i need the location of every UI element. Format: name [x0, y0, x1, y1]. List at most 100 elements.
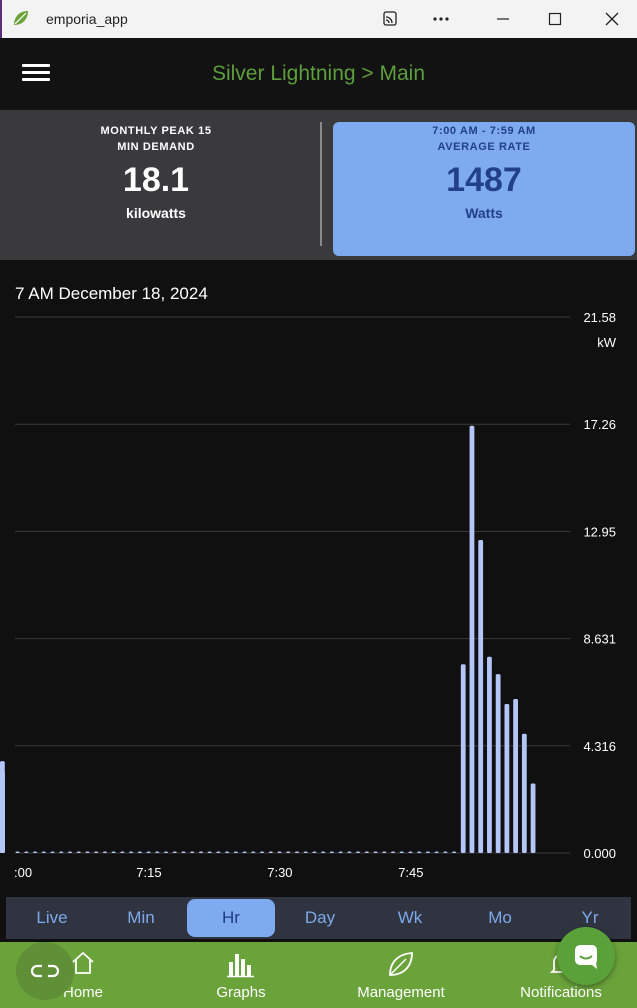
tab-min[interactable]: Min: [127, 908, 155, 927]
tab-mo[interactable]: Mo: [488, 908, 512, 927]
y-tick-label: 8.631: [583, 632, 616, 647]
tab-day[interactable]: Day: [304, 908, 336, 927]
nav-home[interactable]: Home: [40, 942, 126, 1008]
chart-bar[interactable]: [399, 851, 404, 854]
chart-bar[interactable]: [417, 851, 422, 854]
chart-bar[interactable]: [146, 851, 151, 854]
chart-bar[interactable]: [469, 425, 475, 853]
floating-link-button[interactable]: [16, 942, 74, 1000]
chart-bar[interactable]: [260, 851, 265, 854]
chart-bar[interactable]: [513, 699, 519, 853]
close-icon[interactable]: [598, 6, 626, 32]
chart-bar[interactable]: [85, 851, 90, 854]
chart-bar[interactable]: [425, 851, 430, 854]
chart-bar[interactable]: [216, 851, 221, 854]
chart-bar[interactable]: [443, 851, 448, 854]
app-bar: Silver Lightning > Main: [0, 38, 637, 110]
chart-bar[interactable]: [94, 851, 99, 854]
chart-bar[interactable]: [102, 851, 107, 854]
chart-bar[interactable]: [373, 851, 378, 854]
chart-bar[interactable]: [312, 851, 317, 854]
tab-yr[interactable]: Yr: [581, 908, 599, 927]
average-rate-time-range: 7:00 AM - 7:59 AM: [432, 125, 536, 137]
average-rate-card[interactable]: 7:00 AM - 7:59 AM AVERAGE RATE 1487 Watt…: [333, 122, 635, 256]
more-options-icon[interactable]: [427, 6, 455, 32]
chart-bar[interactable]: [251, 851, 256, 854]
y-tick-label: 4.316: [583, 739, 616, 754]
maximize-icon[interactable]: [541, 6, 569, 32]
nav-home-label: Home: [62, 984, 103, 1001]
chart-bar[interactable]: [129, 851, 134, 854]
chart-bar[interactable]: [382, 851, 387, 854]
chart-bar[interactable]: [24, 851, 29, 854]
chart-bar[interactable]: [356, 851, 361, 854]
chart-bar[interactable]: [172, 851, 177, 854]
average-rate-label: AVERAGE RATE: [437, 141, 531, 153]
chart-bar[interactable]: [530, 783, 536, 853]
monthly-peak-label-line2: MIN DEMAND: [117, 141, 195, 153]
chart-bar[interactable]: [59, 851, 64, 854]
chart-bar[interactable]: [286, 851, 291, 854]
chart-bar[interactable]: [329, 851, 334, 854]
chart-bar[interactable]: [434, 851, 439, 854]
chart-bar[interactable]: [76, 851, 81, 854]
hamburger-menu-icon[interactable]: [22, 64, 50, 84]
chart-bar[interactable]: [521, 733, 527, 853]
chart-bar[interactable]: [164, 851, 169, 854]
usage-bar-chart[interactable]: 21.58 17.26 12.95 8.631 4.316 0.000 :00 7:15 7:…: [0, 300, 637, 890]
chart-bar[interactable]: [67, 851, 72, 854]
chart-bar[interactable]: [120, 851, 125, 854]
chart-bar[interactable]: [207, 851, 212, 854]
tab-live[interactable]: Live: [36, 908, 68, 927]
chart-bar[interactable]: [347, 851, 352, 854]
chart-bar[interactable]: [225, 851, 230, 854]
minimize-icon[interactable]: [489, 6, 517, 32]
nav-management[interactable]: Management: [346, 942, 456, 1008]
chart-bar[interactable]: [321, 851, 326, 854]
chat-icon: [575, 945, 597, 969]
chart-bar[interactable]: [111, 851, 116, 854]
chart-bar[interactable]: [452, 851, 457, 854]
tab-wk[interactable]: Wk: [397, 908, 423, 927]
chart-bar[interactable]: [41, 851, 46, 854]
chart-bar[interactable]: [181, 851, 186, 854]
chart-bar[interactable]: [338, 851, 343, 854]
chart-bar[interactable]: [364, 851, 369, 854]
chart-bar[interactable]: [190, 851, 195, 854]
tab-hr[interactable]: Hr: [187, 899, 275, 937]
chart-bar[interactable]: [294, 851, 299, 854]
page-title: Silver Lightning > Main: [211, 62, 426, 85]
chart-bar[interactable]: [137, 851, 142, 854]
x-tick-label: 7:45: [398, 865, 423, 880]
chart-bar[interactable]: [408, 851, 413, 854]
chart-bar[interactable]: [504, 703, 510, 853]
y-tick-label: 12.95: [583, 524, 616, 539]
chart-bar[interactable]: [242, 851, 247, 854]
chart-bar[interactable]: [487, 656, 492, 853]
monthly-peak-card[interactable]: MONTHLY PEAK 15 MIN DEMAND 18.1 kilowatt…: [0, 110, 312, 260]
time-range-tabs: Live Min Hr Day Wk Mo Yr: [6, 897, 631, 939]
chart-bar[interactable]: [268, 851, 273, 854]
x-tick-label: 7:30: [267, 865, 292, 880]
nav-management-label: Management: [357, 984, 445, 1001]
nav-graphs[interactable]: Graphs: [198, 942, 284, 1008]
chart-bar[interactable]: [155, 851, 160, 854]
chart-bar[interactable]: [233, 851, 238, 854]
chart-bar[interactable]: [15, 851, 20, 854]
window-title: emporia_app: [46, 11, 128, 27]
chart-bar[interactable]: [303, 851, 308, 854]
chart-bar[interactable]: [33, 851, 38, 854]
cast-icon[interactable]: [376, 6, 404, 32]
chart-bar[interactable]: [198, 851, 203, 854]
y-tick-label: 21.58: [583, 310, 616, 325]
chart-bar[interactable]: [495, 674, 501, 853]
chart-bar[interactable]: [277, 851, 282, 854]
chart-bar[interactable]: [390, 851, 395, 854]
home-icon: [72, 951, 94, 974]
chart-bar[interactable]: [478, 540, 484, 853]
x-tick-label: 7:15: [136, 865, 161, 880]
chart-bar[interactable]: [0, 780, 5, 853]
chart-bar[interactable]: [460, 664, 466, 853]
chart-bar[interactable]: [50, 851, 55, 854]
chat-support-button[interactable]: [557, 927, 615, 985]
